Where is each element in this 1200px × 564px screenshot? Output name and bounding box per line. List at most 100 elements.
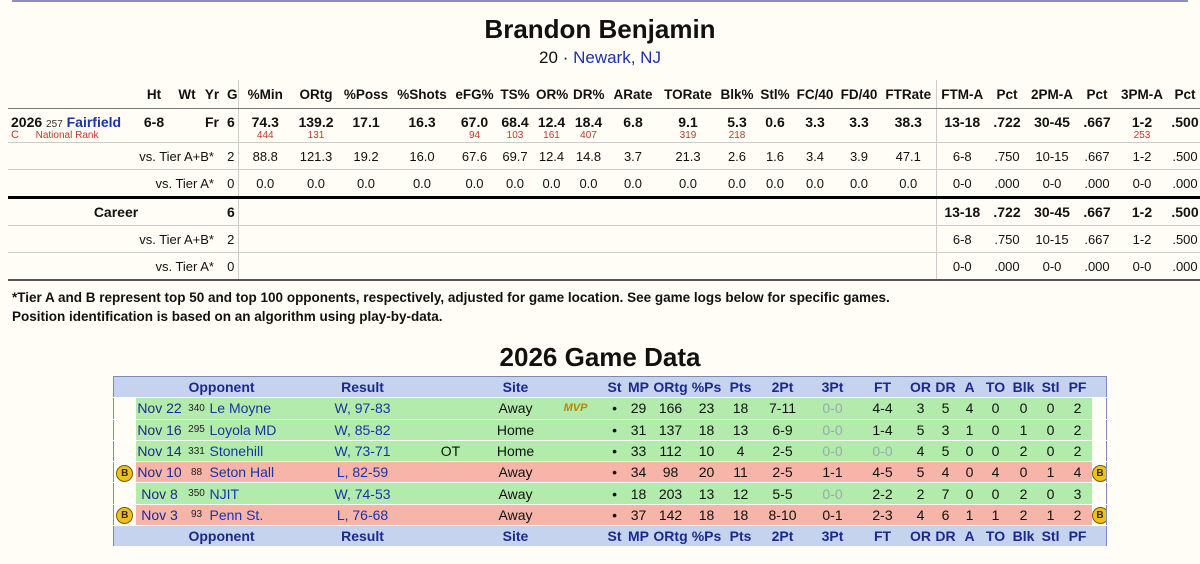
header-site[interactable]: Site <box>483 376 548 399</box>
stats-header-pct-21[interactable]: Pct <box>988 80 1026 109</box>
header-or[interactable]: OR <box>907 525 934 548</box>
header-result[interactable]: Result <box>307 376 418 399</box>
season-team-cell: 2026 257 Fairfield <box>8 109 134 130</box>
game-date[interactable]: Nov 22 <box>135 397 184 420</box>
header-or[interactable]: OR <box>907 376 934 399</box>
stats-header-team-0[interactable] <box>8 80 134 109</box>
stats-header-g-4[interactable]: G <box>224 80 238 109</box>
game-date[interactable]: Nov 10 <box>135 461 184 484</box>
header-opponent[interactable]: Opponent <box>135 525 308 548</box>
stats-header-pct-23[interactable]: Pct <box>1078 80 1116 109</box>
header-pf[interactable]: PF <box>1063 525 1092 548</box>
stat-ps: 18 <box>689 504 724 527</box>
stats-header-efg--9[interactable]: eFG% <box>452 80 497 109</box>
game-row[interactable]: B Nov 3 93 Penn St. L, 76-68 Away • 37 142 18 18 8-… <box>113 504 1107 527</box>
stats-header-wt-2[interactable]: Wt <box>174 80 200 109</box>
header-to[interactable]: TO <box>981 525 1010 548</box>
opponent-link[interactable]: Le Moyne <box>209 397 308 420</box>
stats-header--min-5[interactable]: %Min <box>237 80 292 109</box>
game-result-link[interactable]: W, 73-71 <box>307 440 418 463</box>
game-row[interactable]: Nov 16 295 Loyola MD W, 85-82 Home • 31 137 18 13… <box>113 419 1107 441</box>
game-result-link[interactable]: L, 76-68 <box>307 504 418 527</box>
header-ps[interactable]: %Ps <box>689 525 724 548</box>
header-stl[interactable]: Stl <box>1037 525 1064 548</box>
game-result-link[interactable]: W, 74-53 <box>307 482 418 505</box>
tierab-value-12: 3.4 <box>793 142 837 170</box>
national-rank-0: 444 <box>237 130 292 143</box>
game-date[interactable]: Nov 3 <box>135 504 184 527</box>
stat-pts: 13 <box>723 419 758 441</box>
header-ps[interactable]: %Ps <box>689 376 724 399</box>
stats-header-pct-25[interactable]: Pct <box>1168 80 1200 109</box>
header-ft[interactable]: FT <box>857 376 908 399</box>
stats-header-arate-13[interactable]: ARate <box>607 80 659 109</box>
stats-header-fd-40-18[interactable]: FD/40 <box>837 80 881 109</box>
header-pts[interactable]: Pts <box>723 376 758 399</box>
national-rank-18 <box>1078 130 1116 143</box>
header-to[interactable]: TO <box>981 376 1010 399</box>
header-pf[interactable]: PF <box>1063 376 1092 399</box>
stat-or: 5 <box>907 419 934 441</box>
stats-header-yr-3[interactable]: Yr <box>200 80 224 109</box>
stats-header-ftm-a-20[interactable]: FTM-A <box>935 80 988 109</box>
career-value-3: .667 <box>1078 196 1116 226</box>
header-dr[interactable]: DR <box>933 525 958 548</box>
game-result-link[interactable]: W, 97-83 <box>307 397 418 420</box>
hometown-link[interactable]: Newark, NJ <box>573 48 661 67</box>
header-opponent[interactable]: Opponent <box>135 376 308 399</box>
stats-header-ortg-6[interactable]: ORtg <box>292 80 340 109</box>
header-p2[interactable]: 2Pt <box>757 525 808 548</box>
game-date[interactable]: Nov 16 <box>135 419 184 441</box>
game-row[interactable]: Nov 22 340 Le Moyne W, 97-83 Away MVP • 29 166 23… <box>113 397 1107 420</box>
stats-header-blk--15[interactable]: Blk% <box>717 80 757 109</box>
stats-header--poss-7[interactable]: %Poss <box>340 80 392 109</box>
header-dr[interactable]: DR <box>933 376 958 399</box>
stats-header-stl--16[interactable]: Stl% <box>757 80 793 109</box>
stat-stl: 0 <box>1037 440 1064 463</box>
stats-header-ts--10[interactable]: TS% <box>497 80 533 109</box>
stats-header--shots-8[interactable]: %Shots <box>392 80 452 109</box>
stats-header-row: Ht Wt Yr G %Min ORtg %Poss %Shots eFG% TS% OR% DR% A… <box>8 80 1200 109</box>
game-result-link[interactable]: W, 85-82 <box>307 419 418 441</box>
game-row[interactable]: Nov 14 331 Stonehill W, 73-71 OT Home • 33 112 10… <box>113 440 1107 463</box>
header-site[interactable]: Site <box>483 525 548 548</box>
stats-header-ftrate-19[interactable]: FTRate <box>881 80 936 109</box>
stats-header-3pm-a-24[interactable]: 3PM-A <box>1116 80 1168 109</box>
game-date[interactable]: Nov 8 <box>135 482 184 505</box>
stats-header-2pm-a-22[interactable]: 2PM-A <box>1026 80 1078 109</box>
header-ortg[interactable]: ORtg <box>651 376 690 399</box>
header-a[interactable]: A <box>957 525 982 548</box>
header-mp[interactable]: MP <box>625 525 652 548</box>
stats-header-fc-40-17[interactable]: FC/40 <box>793 80 837 109</box>
header-result[interactable]: Result <box>307 525 418 548</box>
header-stl[interactable]: Stl <box>1037 376 1064 399</box>
team-link[interactable]: Fairfield <box>66 114 122 130</box>
opponent-link[interactable]: Seton Hall <box>209 461 308 484</box>
opponent-rank: 331 <box>183 440 210 463</box>
stats-header-torate-14[interactable]: TORate <box>659 80 717 109</box>
opponent-link[interactable]: Loyola MD <box>209 419 308 441</box>
header-p2[interactable]: 2Pt <box>757 376 808 399</box>
game-date[interactable]: Nov 14 <box>135 440 184 463</box>
header-ft[interactable]: FT <box>857 525 908 548</box>
stats-header-or--11[interactable]: OR% <box>533 80 570 109</box>
header-p3[interactable]: 3Pt <box>807 376 858 399</box>
game-row[interactable]: B Nov 10 88 Seton Hall L, 82-59 Away • 34 98 20 11… <box>113 461 1107 484</box>
stats-header-dr--12[interactable]: DR% <box>570 80 607 109</box>
header-mp[interactable]: MP <box>625 376 652 399</box>
stat-pf: 2 <box>1063 419 1092 441</box>
header-p3[interactable]: 3Pt <box>807 525 858 548</box>
game-row[interactable]: Nov 8 350 NJIT W, 74-53 Away • 18 203 13 12 5-5 0-0… <box>113 482 1107 505</box>
opponent-link[interactable]: Stonehill <box>209 440 308 463</box>
game-result-link[interactable]: L, 82-59 <box>307 461 418 484</box>
opponent-link[interactable]: NJIT <box>209 482 308 505</box>
tiera-value-18: .000 <box>1078 169 1116 198</box>
header-blk[interactable]: Blk <box>1009 525 1038 548</box>
header-ortg[interactable]: ORtg <box>651 525 690 548</box>
header-blk[interactable]: Blk <box>1009 376 1038 399</box>
header-a[interactable]: A <box>957 376 982 399</box>
header-pts[interactable]: Pts <box>723 525 758 548</box>
opponent-link[interactable]: Penn St. <box>209 504 308 527</box>
main-value-11: 0.6 <box>765 114 785 130</box>
stats-header-ht-1[interactable]: Ht <box>134 80 174 109</box>
